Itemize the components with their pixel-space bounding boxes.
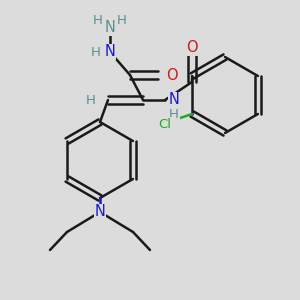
Text: H: H <box>169 107 179 121</box>
Text: H: H <box>93 14 103 26</box>
Text: N: N <box>105 20 116 35</box>
Text: N: N <box>94 205 105 220</box>
Text: H: H <box>91 46 101 59</box>
Text: Cl: Cl <box>159 118 172 130</box>
Text: O: O <box>166 68 178 82</box>
Text: H: H <box>86 94 96 106</box>
Text: N: N <box>169 92 180 107</box>
Text: N: N <box>105 44 116 59</box>
Text: H: H <box>117 14 127 26</box>
Text: O: O <box>186 40 198 56</box>
